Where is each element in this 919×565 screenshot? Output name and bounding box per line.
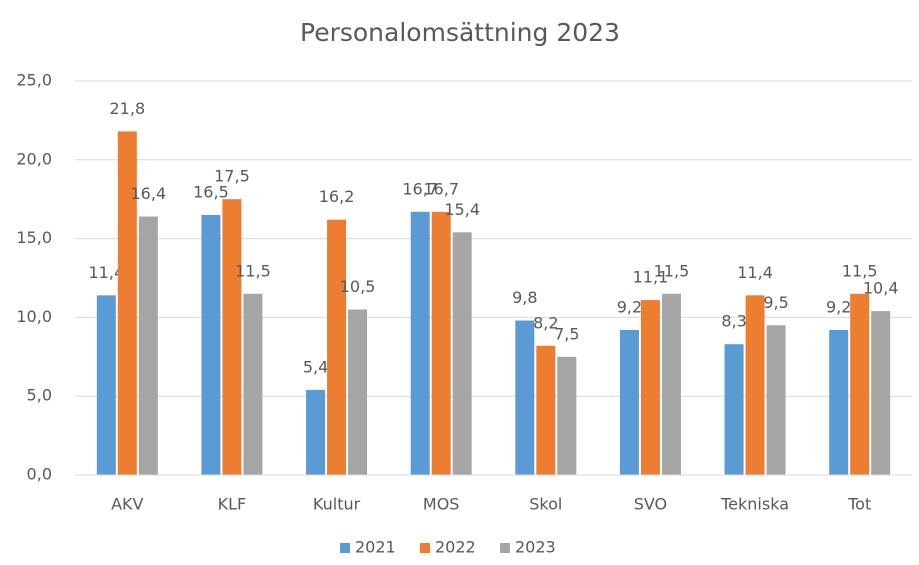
value-label: 16,4 [131,184,167,203]
bar [515,320,535,475]
y-tick-label: 25,0 [16,71,52,90]
bar [829,330,849,475]
legend-swatch [500,543,510,553]
bar [117,131,137,475]
x-tick-label: SVO [634,495,667,514]
bar [619,330,639,475]
value-label: 7,5 [554,324,579,343]
x-tick-label: MOS [423,495,460,514]
value-label: 21,8 [110,99,146,118]
x-tick-label: Kultur [313,495,361,514]
value-label: 11,1 [633,268,669,287]
bar [536,345,556,475]
x-tick-label: Tekniska [720,495,789,514]
value-label: 11,5 [842,261,878,280]
value-label: 9,5 [763,293,788,312]
value-label: 9,2 [826,298,851,317]
x-tick-label: Tot [847,495,871,514]
value-label: 16,7 [402,179,438,198]
y-tick-label: 15,0 [16,228,52,247]
y-tick-label: 5,0 [27,386,52,405]
value-label: 8,2 [533,313,558,332]
value-label: 11,5 [654,261,690,280]
bar [431,211,451,476]
legend-label: 2021 [355,538,396,557]
bar [96,295,116,475]
value-label: 11,4 [89,263,125,282]
bar [138,216,158,475]
bar [871,311,891,475]
x-tick-label: Skol [529,495,562,514]
value-label: 16,7 [423,179,459,198]
value-label: 15,4 [444,200,480,219]
bar [724,344,744,475]
value-label: 11,4 [737,263,773,282]
value-label: 5,4 [303,357,328,376]
value-label: 16,2 [319,187,355,206]
value-label: 9,2 [617,298,642,317]
legend-label: 2023 [515,538,556,557]
legend-swatch [340,543,350,553]
bar [306,389,326,475]
legend-swatch [420,543,430,553]
value-label: 11,5 [235,261,271,280]
bar [850,293,870,475]
value-label: 17,5 [214,167,250,186]
chart-title: Personalomsättning 2023 [300,18,620,47]
bar [222,199,242,475]
bar [243,293,263,475]
y-tick-label: 20,0 [16,149,52,168]
value-label: 16,5 [193,182,229,201]
x-tick-label: AKV [111,495,143,514]
bar [201,214,221,475]
value-label: 8,3 [721,312,746,331]
bar [640,300,660,475]
y-tick-label: 0,0 [27,465,52,484]
bar [557,356,577,475]
bar [452,232,472,475]
legend-label: 2022 [435,538,476,557]
bar [410,211,430,476]
bar [348,309,368,475]
bar [766,325,786,475]
x-tick-label: KLF [218,495,247,514]
bar [661,293,681,475]
value-label: 10,4 [863,279,899,298]
value-label: 10,5 [340,277,376,296]
value-label: 9,8 [512,288,537,307]
bar [745,295,765,475]
bar [327,219,347,475]
y-tick-label: 10,0 [16,307,52,326]
